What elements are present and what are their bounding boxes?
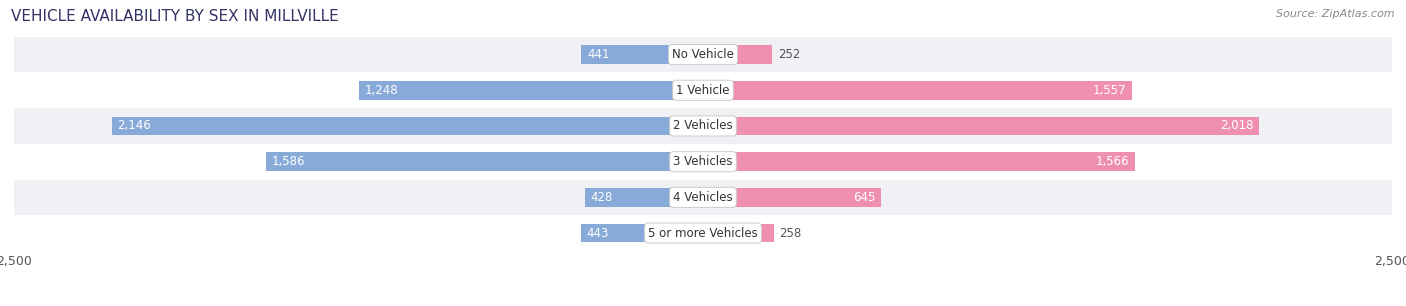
Text: 5 or more Vehicles: 5 or more Vehicles (648, 226, 758, 240)
Bar (14, 73, 1392, 108)
Bar (703, 188, 880, 207)
Text: 428: 428 (591, 191, 613, 204)
Text: 4 Vehicles: 4 Vehicles (673, 191, 733, 204)
Text: 1,557: 1,557 (1092, 84, 1126, 97)
Text: VEHICLE AVAILABILITY BY SEX IN MILLVILLE: VEHICLE AVAILABILITY BY SEX IN MILLVILLE (11, 9, 339, 24)
Bar (266, 152, 703, 171)
Bar (703, 152, 1135, 171)
Text: Source: ZipAtlas.com: Source: ZipAtlas.com (1277, 9, 1395, 19)
Bar (703, 45, 772, 64)
Text: 441: 441 (586, 48, 609, 61)
Bar (582, 45, 703, 64)
Text: 3 Vehicles: 3 Vehicles (673, 155, 733, 168)
Bar (703, 117, 1260, 135)
Bar (14, 215, 1392, 251)
Bar (703, 224, 775, 242)
Bar (14, 37, 1392, 73)
Bar (585, 188, 703, 207)
Text: 2,018: 2,018 (1220, 119, 1254, 132)
Bar (14, 144, 1392, 180)
Text: No Vehicle: No Vehicle (672, 48, 734, 61)
Text: 2,146: 2,146 (117, 119, 150, 132)
Bar (359, 81, 703, 99)
Bar (703, 81, 1132, 99)
Text: 443: 443 (586, 226, 609, 240)
Bar (14, 180, 1392, 215)
Text: 1,586: 1,586 (271, 155, 305, 168)
Text: 1 Vehicle: 1 Vehicle (676, 84, 730, 97)
Text: 1,248: 1,248 (364, 84, 398, 97)
Bar (581, 224, 703, 242)
Text: 252: 252 (778, 48, 800, 61)
Bar (111, 117, 703, 135)
Text: 645: 645 (853, 191, 875, 204)
Text: 258: 258 (779, 226, 801, 240)
Text: 1,566: 1,566 (1095, 155, 1129, 168)
Bar (14, 108, 1392, 144)
Text: 2 Vehicles: 2 Vehicles (673, 119, 733, 132)
